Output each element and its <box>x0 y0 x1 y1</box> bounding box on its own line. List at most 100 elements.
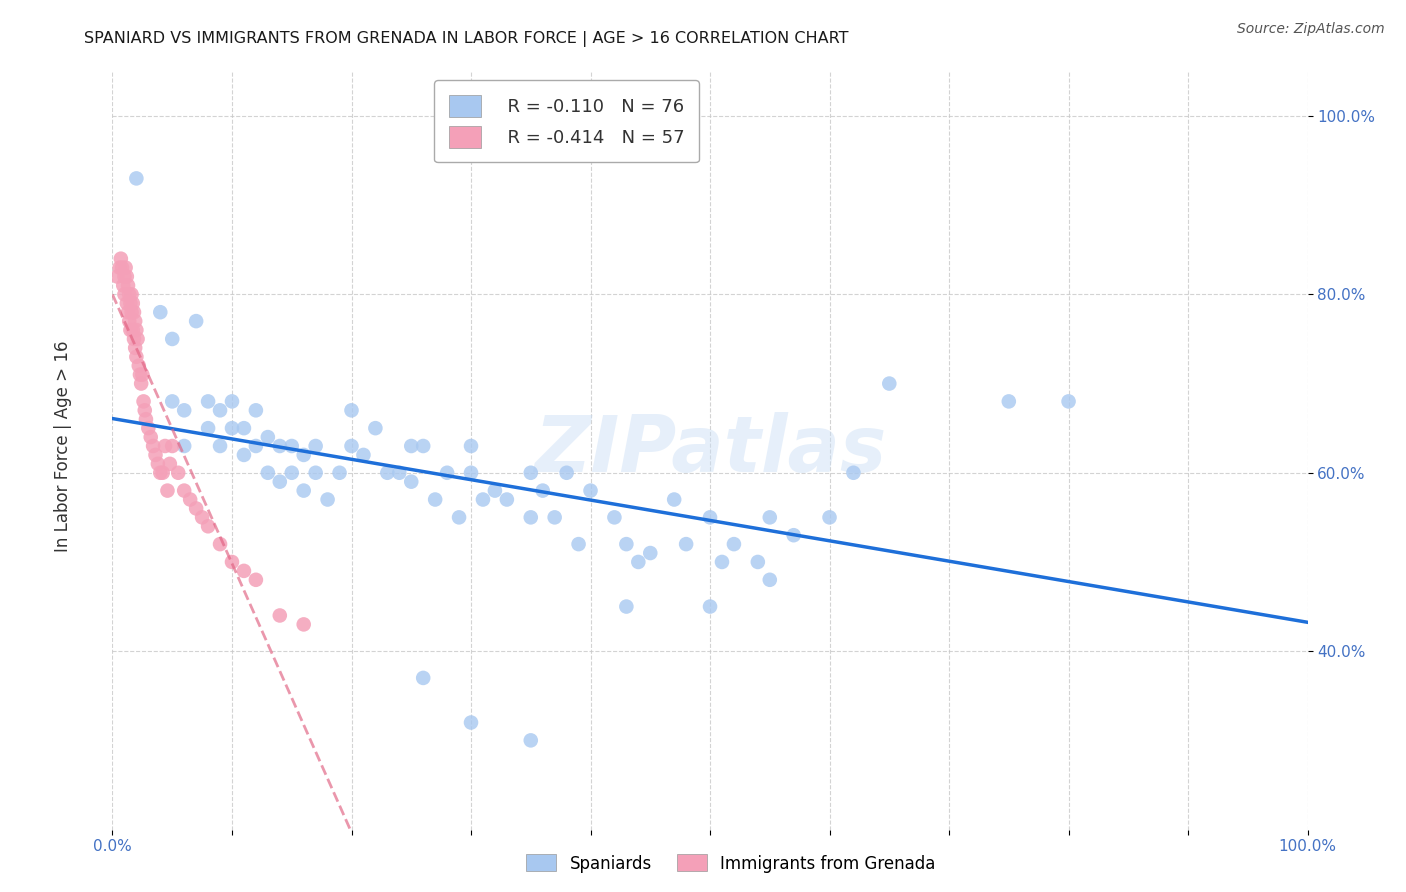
Point <box>388 466 411 480</box>
Point <box>281 466 304 480</box>
Point <box>120 296 142 310</box>
Point <box>122 332 145 346</box>
Point <box>162 332 183 346</box>
Point <box>134 403 156 417</box>
Point <box>759 510 782 524</box>
Point <box>520 733 543 747</box>
Point <box>138 421 160 435</box>
Legend: Spaniards, Immigrants from Grenada: Spaniards, Immigrants from Grenada <box>520 847 942 880</box>
Point <box>173 483 195 498</box>
Point <box>129 376 152 391</box>
Point <box>425 492 447 507</box>
Point <box>340 403 363 417</box>
Point <box>149 466 172 480</box>
Point <box>125 323 148 337</box>
Point <box>152 466 174 480</box>
Point <box>135 412 157 426</box>
Point <box>131 368 153 382</box>
Point <box>191 510 214 524</box>
Point <box>675 537 697 551</box>
Point <box>121 296 143 310</box>
Point <box>209 439 232 453</box>
Point <box>209 403 232 417</box>
Point <box>460 466 482 480</box>
Point <box>142 439 165 453</box>
Point <box>520 510 543 524</box>
Point <box>579 483 602 498</box>
Point <box>759 573 782 587</box>
Point <box>640 546 662 560</box>
Point <box>114 287 135 301</box>
Point <box>159 457 181 471</box>
Point <box>179 492 201 507</box>
Point <box>115 269 138 284</box>
Point <box>186 314 208 328</box>
Point <box>520 466 543 480</box>
Point <box>125 171 148 186</box>
Point <box>472 492 495 507</box>
Point <box>117 278 139 293</box>
Point <box>124 314 146 328</box>
Point <box>269 439 291 453</box>
Point <box>162 394 183 409</box>
Point <box>257 466 280 480</box>
Point <box>460 715 482 730</box>
Point <box>879 376 901 391</box>
Point <box>543 510 565 524</box>
Point <box>627 555 650 569</box>
Point <box>340 439 363 453</box>
Point <box>112 278 135 293</box>
Point <box>699 599 721 614</box>
Point <box>121 305 143 319</box>
Point <box>568 537 591 551</box>
Point <box>186 501 208 516</box>
Point <box>145 448 167 462</box>
Point <box>998 394 1021 409</box>
Point <box>121 323 143 337</box>
Point <box>460 439 482 453</box>
Point <box>329 466 352 480</box>
Point <box>132 394 155 409</box>
Point <box>221 394 243 409</box>
Point <box>711 555 734 569</box>
Point <box>842 466 865 480</box>
Point <box>156 483 179 498</box>
Point <box>233 564 256 578</box>
Point <box>115 296 138 310</box>
Point <box>173 439 195 453</box>
Point <box>167 466 190 480</box>
Point <box>233 448 256 462</box>
Point <box>245 573 267 587</box>
Point <box>139 430 162 444</box>
Point <box>305 439 328 453</box>
Point <box>555 466 578 480</box>
Point <box>699 510 721 524</box>
Point <box>257 430 280 444</box>
Text: ZIPatlas: ZIPatlas <box>534 412 886 489</box>
Point <box>269 475 291 489</box>
Point <box>292 448 315 462</box>
Text: Source: ZipAtlas.com: Source: ZipAtlas.com <box>1237 22 1385 37</box>
Point <box>316 492 339 507</box>
Point <box>125 350 148 364</box>
Point <box>616 599 638 614</box>
Text: SPANIARD VS IMMIGRANTS FROM GRENADA IN LABOR FORCE | AGE > 16 CORRELATION CHART: SPANIARD VS IMMIGRANTS FROM GRENADA IN L… <box>84 31 849 47</box>
Point <box>281 439 304 453</box>
Point <box>105 269 128 284</box>
Point <box>364 421 387 435</box>
Point <box>153 439 176 453</box>
Point <box>603 510 626 524</box>
Point <box>447 510 470 524</box>
Point <box>723 537 745 551</box>
Point <box>496 492 519 507</box>
Point <box>747 555 769 569</box>
Point <box>245 439 267 453</box>
Point <box>818 510 841 524</box>
Point <box>352 448 374 462</box>
Point <box>197 421 219 435</box>
Point <box>118 287 141 301</box>
Point <box>108 260 131 275</box>
Point <box>412 439 434 453</box>
Point <box>782 528 804 542</box>
Point <box>197 519 219 533</box>
